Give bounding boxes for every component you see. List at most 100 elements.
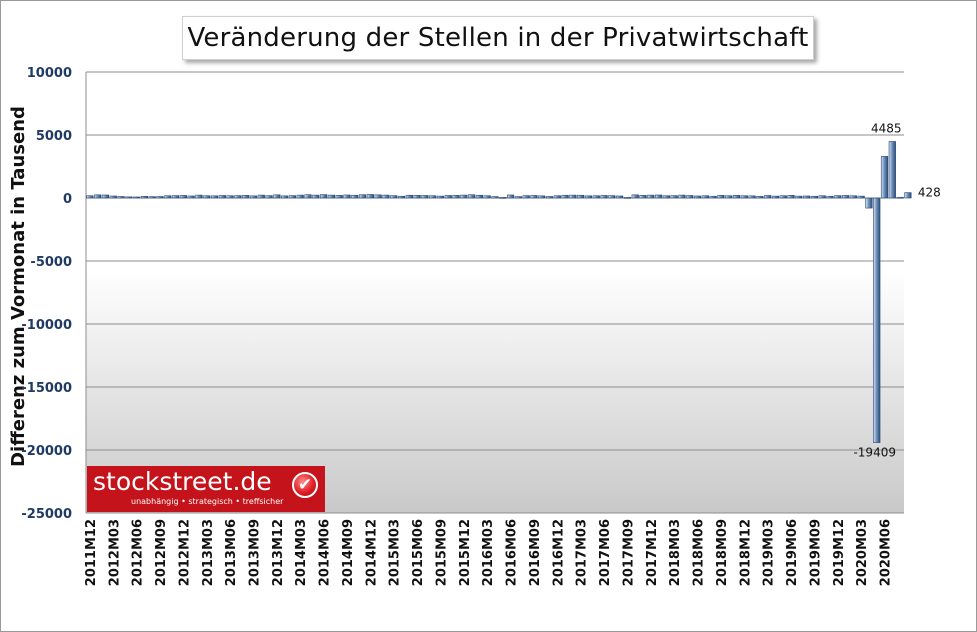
y-tick-label: -15000 [21,381,72,396]
bar-2016M12 [553,195,561,199]
bar-2012M12 [179,195,187,199]
x-tick-label: 2016M03 [481,519,496,586]
bar-2020M02 [849,195,857,199]
bar-2013M04 [210,195,219,199]
x-tick-label: 2012M06 [131,519,146,586]
y-tick-label: -10000 [21,318,72,333]
bar-2013M05 [218,195,226,199]
bar-2015M02 [382,194,390,199]
bar-2016M06 [506,194,515,199]
bar-2019M11 [826,195,834,199]
bar-2019M07 [795,195,803,199]
bar-2015M10 [444,195,452,199]
bar-2017M05 [592,195,600,199]
x-tick-label: 2016M12 [551,519,566,586]
bar-2014M07 [327,194,335,199]
bar-2016M11 [545,196,554,199]
bar-2019M06 [787,195,795,199]
y-tick-label: -20000 [21,444,72,459]
x-tick-label: 2017M03 [575,519,590,586]
bar-2013M11 [265,195,273,199]
x-tick-label: 2014M12 [364,519,379,586]
y-tick-label: 0 [63,192,72,207]
bar-2020M05 [873,197,881,443]
x-tick-label: 2018M12 [738,519,753,586]
bar-2013M01 [187,195,195,199]
bar-2014M09 [343,194,351,199]
bar-2015M09 [436,195,445,199]
x-tick-label: 2017M06 [598,519,613,586]
bar-2020M01 [841,195,850,199]
bar-2019M03 [764,195,772,199]
bar-2018M05 [686,195,694,199]
x-tick-label: 2013M03 [201,519,216,586]
chart-title-box: Veränderung der Stellen in der Privatwir… [182,16,814,60]
bar-2012M01 [94,194,102,199]
bar-2017M03 [577,194,585,199]
x-tick-label: 2012M12 [177,519,192,586]
bar-2015M07 [421,195,429,199]
bar-2020M06 [880,156,889,199]
bar-2017M01 [561,194,569,199]
x-tick-label: 2020M06 [879,519,894,586]
bar-2016M09 [530,195,538,199]
data-label: 428 [918,186,941,200]
bar-2017M11 [639,195,647,199]
bar-2013M10 [257,194,265,199]
bar-2017M12 [647,194,655,199]
logo-name: stockstreet.de [93,467,272,496]
bar-2018M08 [709,195,717,199]
bar-2018M07 [701,195,709,199]
bar-2013M09 [249,195,258,199]
bar-2020M04 [865,197,873,209]
bar-2018M01 [654,194,663,199]
bar-2012M10 [164,195,172,199]
x-tick-label: 2012M09 [154,519,169,586]
bar-2015M11 [452,195,460,199]
bar-2018M04 [678,194,686,199]
bar-2017M07 [608,195,616,199]
y-tick-label: -25000 [21,507,72,522]
plot-area [86,72,904,513]
bar-2019M09 [810,195,818,199]
data-label: 4485 [871,121,902,135]
chart-title: Veränderung der Stellen in der Privatwir… [187,23,809,53]
bar-2012M05 [125,196,133,199]
bar-2017M10 [631,194,639,199]
bar-2016M10 [538,195,546,199]
bar-2015M03 [390,195,398,199]
bar-2016M03 [483,195,491,199]
x-tick-label: 2018M03 [668,519,683,586]
bar-2019M08 [803,195,811,199]
bar-2013M07 [234,195,242,199]
bar-2017M08 [616,195,624,199]
x-tick-label: 2011M12 [84,519,99,586]
y-tick-label: 10000 [27,66,72,81]
bar-2018M10 [725,195,733,199]
bar-2017M02 [569,194,577,199]
bar-2013M12 [273,194,281,199]
bar-2015M06 [413,195,421,199]
bar-2012M04 [117,196,125,199]
bar-2014M12 [366,194,374,199]
x-tick-label: 2019M06 [785,519,800,586]
x-tick-label: 2016M06 [505,519,520,586]
bar-2014M03 [296,194,304,199]
x-tick-label: 2012M03 [107,519,122,586]
x-tick-label: 2019M03 [762,519,777,586]
bar-2013M06 [226,195,234,199]
bar-2012M02 [101,194,110,199]
bar-2015M05 [405,194,413,199]
x-tick-label: 2020M03 [855,519,870,586]
x-tick-label: 2016M09 [528,519,543,586]
x-tick-label: 2014M09 [341,519,356,586]
x-tick-label: 2018M09 [715,519,730,586]
bar-2019M02 [756,196,764,199]
y-tick-label: -5000 [30,255,72,270]
bar-2014M08 [335,195,343,199]
bar-2017M09 [623,197,632,199]
bar-2013M02 [195,194,203,199]
bar-2012M08 [148,196,156,199]
x-tick-label: 2015M12 [458,519,473,586]
